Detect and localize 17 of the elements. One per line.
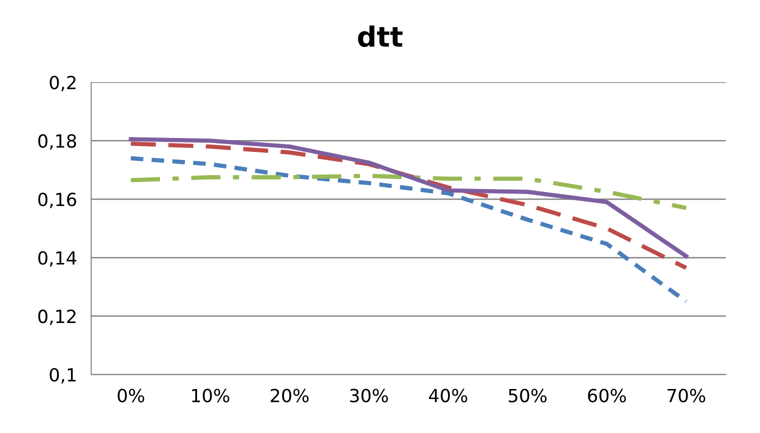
y-tick-label: 0,14 — [38, 251, 76, 267]
x-tick-label: 10% — [192, 388, 230, 402]
y-tick-label: 0,2 — [50, 76, 76, 92]
x-tick-label: 20% — [270, 388, 309, 402]
x-tick-label: 50% — [508, 388, 547, 402]
y-tick-label: 0,16 — [38, 192, 76, 208]
line-series — [128, 156, 688, 304]
y-tick-label: 0,12 — [38, 310, 76, 326]
chart-title: dtt — [358, 26, 403, 48]
x-tick-label: 40% — [428, 388, 468, 402]
x-tick-label: 60% — [588, 388, 626, 402]
x-tick-label: 70% — [668, 388, 706, 402]
x-tick-label: 0% — [118, 388, 144, 402]
y-tick-label: 0,18 — [38, 134, 76, 150]
line-series — [128, 174, 688, 210]
y-tick-label: 0,1 — [50, 368, 76, 384]
x-tick-label: 30% — [350, 388, 388, 402]
